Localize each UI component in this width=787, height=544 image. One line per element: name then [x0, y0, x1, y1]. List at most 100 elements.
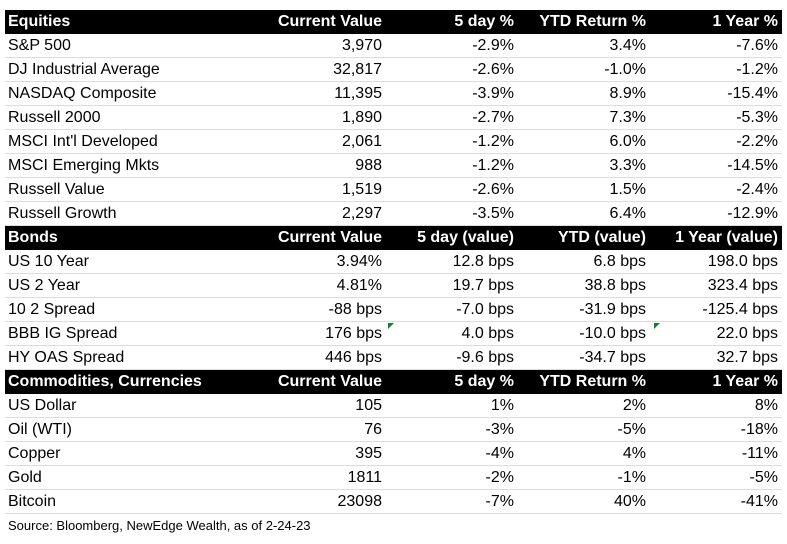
column-header: 1 Year %	[712, 373, 778, 390]
table-cell: -7.0 bps	[456, 301, 514, 318]
table-cell: -5.3%	[736, 109, 778, 126]
table-cell: -15.4%	[727, 85, 778, 102]
table-cell: 8.9%	[609, 85, 646, 102]
table-cell: -2.4%	[736, 181, 778, 198]
row-label: US Dollar	[8, 397, 77, 414]
table-cell: 395	[355, 445, 382, 462]
table-cell: -14.5%	[727, 157, 778, 174]
row-label: US 10 Year	[8, 253, 89, 270]
row-label: NASDAQ Composite	[8, 85, 157, 102]
table-cell: 23098	[337, 493, 383, 510]
table-cell: 2,297	[341, 205, 382, 222]
row-label: Russell Value	[8, 181, 105, 198]
table-cell: 40%	[613, 493, 646, 510]
table-row: HY OAS Spread 446 bps -9.6 bps -34.7 bps 32.…	[5, 346, 782, 370]
table-row: S&P 500 3,970 -2.9% 3.4% -7.6%	[5, 34, 782, 58]
table-cell: 6.8 bps	[593, 253, 646, 270]
table-cell: 1,890	[341, 109, 382, 126]
table-row: Russell Value 1,519 -2.6% 1.5% -2.4%	[5, 178, 782, 202]
table-cell: -2.6%	[472, 61, 514, 78]
table-cell: -1.0%	[604, 61, 646, 78]
table-cell: -2.6%	[472, 181, 514, 198]
table-cell: -1.2%	[472, 133, 514, 150]
table-cell: -3.5%	[472, 205, 514, 222]
table-cell: 4%	[622, 445, 646, 462]
row-label: Bitcoin	[8, 493, 57, 510]
table-cell: -88 bps	[328, 301, 382, 318]
table-cell: -34.7 bps	[579, 349, 646, 366]
row-label: HY OAS Spread	[8, 349, 125, 366]
table-row: Bitcoin 23098 -7% 40% -41%	[5, 490, 782, 514]
column-header: 1 Year %	[712, 13, 778, 30]
column-header: 5 day %	[454, 373, 514, 390]
table-cell: -31.9 bps	[579, 301, 646, 318]
comment-marker-icon	[388, 323, 394, 329]
row-label: Copper	[8, 445, 61, 462]
column-header: YTD Return %	[539, 373, 646, 390]
table-row: US 10 Year 3.94% 12.8 bps 6.8 bps 198.0 bps	[5, 250, 782, 274]
table-cell: 988	[355, 157, 382, 174]
column-header: 5 day %	[454, 13, 514, 30]
table-cell: -11%	[741, 445, 778, 462]
table-cell: -1.2%	[736, 61, 778, 78]
column-header: Current Value	[277, 13, 382, 30]
row-label: BBB IG Spread	[8, 325, 118, 342]
row-label: Russell 2000	[8, 109, 101, 126]
table-cell: 4.0 bps	[461, 325, 514, 342]
table-cell: 3.4%	[609, 37, 646, 54]
section-header: Bonds Current Value 5 day (value) YTD (valu…	[5, 226, 782, 250]
table-cell: -7%	[485, 493, 514, 510]
source-note: Source: Bloomberg, NewEdge Wealth, as of…	[8, 518, 311, 533]
table-row: Gold 1811 -2% -1% -5%	[5, 466, 782, 490]
table-cell: -1%	[617, 469, 646, 486]
table-cell: 4.81%	[336, 277, 382, 294]
table-cell: -10.0 bps	[579, 325, 646, 342]
table-row: Russell Growth 2,297 -3.5% 6.4% -12.9%	[5, 202, 782, 226]
row-label: Oil (WTI)	[8, 421, 72, 438]
row-label: 10 2 Spread	[8, 301, 96, 318]
table-cell: -18%	[740, 421, 778, 438]
section-title: Bonds	[8, 229, 58, 246]
column-header: YTD Return %	[539, 13, 646, 30]
market-summary-table: Equities Current Value 5 day % YTD Return %…	[5, 10, 782, 514]
table-cell: 19.7 bps	[452, 277, 514, 294]
table-cell: -12.9%	[727, 205, 778, 222]
table-cell: 12.8 bps	[452, 253, 514, 270]
section-header: Equities Current Value 5 day % YTD Return %…	[5, 10, 782, 34]
section-title: Commodities, Currencies	[8, 373, 202, 390]
column-header: YTD (value)	[557, 229, 646, 246]
table-cell: -41%	[740, 493, 778, 510]
table-row: Oil (WTI) 76 -3% -5% -18%	[5, 418, 782, 442]
table-cell: 323.4 bps	[707, 277, 778, 294]
table-cell: 198.0 bps	[707, 253, 778, 270]
table-cell: 76	[364, 421, 382, 438]
table-row: Copper 395 -4% 4% -11%	[5, 442, 782, 466]
table-cell: 38.8 bps	[584, 277, 646, 294]
table-cell: 32,817	[333, 61, 382, 78]
table-row: US 2 Year 4.81% 19.7 bps 38.8 bps 323.4 bps	[5, 274, 782, 298]
table-cell: 11,395	[334, 85, 382, 102]
table-cell: -3.9%	[472, 85, 514, 102]
table-row: Russell 2000 1,890 -2.7% 7.3% -5.3%	[5, 106, 782, 130]
table-cell: 1811	[347, 469, 382, 486]
table-cell: 6.0%	[609, 133, 646, 150]
row-label: Gold	[8, 469, 42, 486]
section-title: Equities	[8, 13, 71, 30]
comment-marker-icon	[654, 323, 660, 329]
row-label: Russell Growth	[8, 205, 117, 222]
table-row: BBB IG Spread 176 bps 4.0 bps -10.0 bps 22.0…	[5, 322, 782, 346]
table-cell: -4%	[485, 445, 514, 462]
table-row: DJ Industrial Average 32,817 -2.6% -1.0% -1.…	[5, 58, 782, 82]
table-cell: 1%	[490, 397, 514, 414]
table-cell: -2%	[485, 469, 514, 486]
table-cell: -2.9%	[472, 37, 514, 54]
table-cell: 2,061	[341, 133, 382, 150]
table-row: 10 2 Spread -88 bps -7.0 bps -31.9 bps -125.…	[5, 298, 782, 322]
table-cell: -3%	[485, 421, 514, 438]
table-cell: -7.6%	[736, 37, 778, 54]
table-cell: -2.7%	[472, 109, 514, 126]
table-cell: 3.3%	[609, 157, 646, 174]
table-cell: 3,970	[341, 37, 382, 54]
table-cell: 176 bps	[325, 325, 382, 342]
table-cell: 6.4%	[609, 205, 646, 222]
